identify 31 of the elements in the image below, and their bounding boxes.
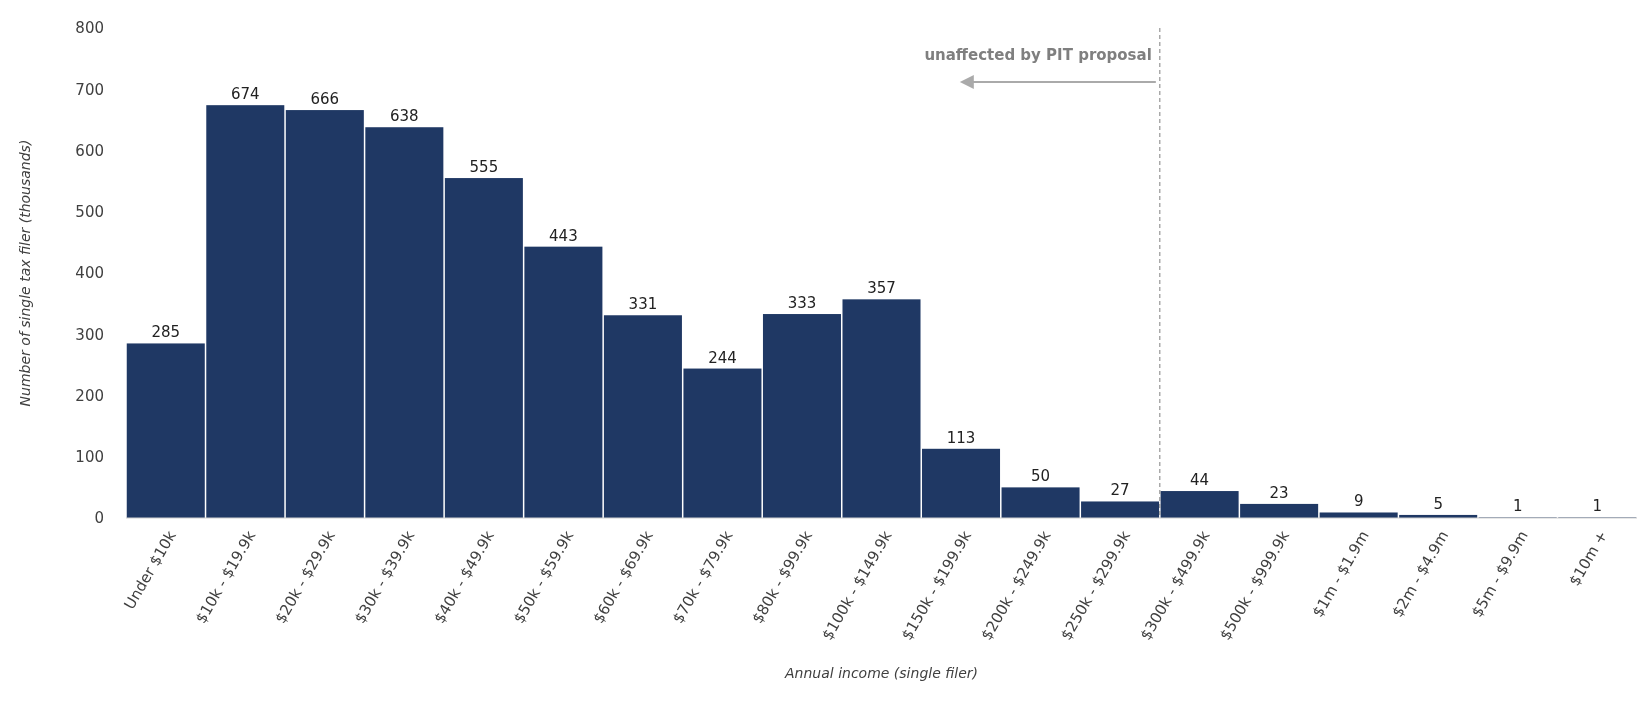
y-tick-label: 100	[75, 448, 104, 466]
data-label: 23	[1269, 483, 1289, 502]
data-label: 113	[946, 428, 976, 447]
y-tick-label: 500	[75, 203, 104, 221]
data-label: 555	[469, 158, 499, 177]
data-label: 50	[1031, 467, 1051, 486]
data-label: 638	[390, 107, 419, 126]
data-label: 666	[310, 90, 340, 109]
data-label: 674	[230, 85, 260, 104]
x-axis-title: Annual income (single filer)	[784, 665, 978, 681]
data-label: 1	[1592, 497, 1603, 516]
data-label: 244	[708, 348, 737, 367]
y-axis-title: Number of single tax filer (thousands)	[17, 139, 33, 407]
data-label: 333	[787, 294, 817, 313]
y-tick-label: 0	[94, 509, 104, 528]
data-label: 357	[867, 279, 896, 298]
y-tick-label: 600	[75, 141, 104, 160]
data-label: 9	[1353, 492, 1364, 511]
data-label: 44	[1190, 471, 1210, 490]
data-label: 1	[1512, 497, 1523, 516]
y-tick-label: 300	[75, 325, 104, 344]
y-tick-label: 700	[75, 80, 104, 99]
ref-line-label: unaffected by PIT proposal	[924, 46, 1152, 64]
y-tick-label: 800	[75, 19, 104, 38]
data-label: 331	[628, 295, 658, 314]
data-label: 5	[1433, 494, 1443, 513]
data-label: 285	[151, 323, 181, 342]
y-tick-label: 400	[75, 264, 104, 283]
data-label: 443	[549, 226, 578, 245]
y-tick-label: 200	[75, 386, 104, 405]
data-label: 27	[1110, 481, 1130, 500]
